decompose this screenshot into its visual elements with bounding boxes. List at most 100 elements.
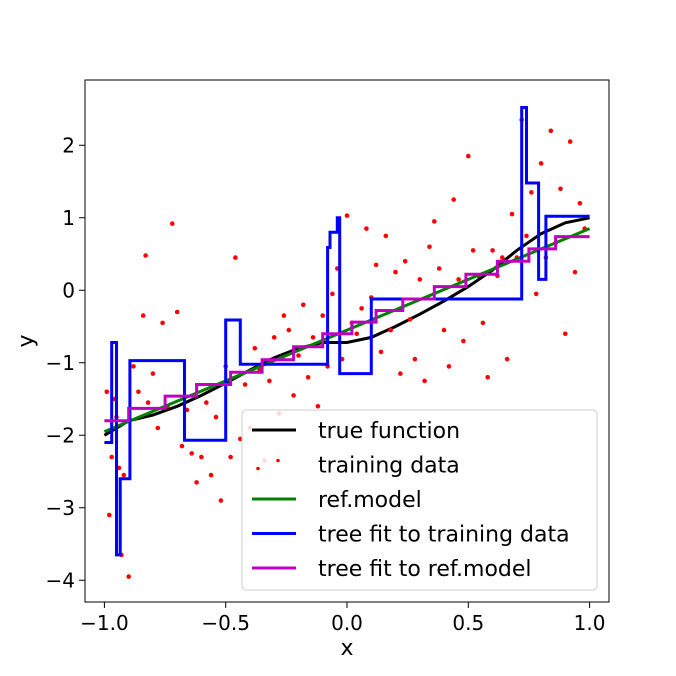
data-point (402, 259, 408, 264)
data-point (305, 375, 311, 380)
x-axis-label: x (340, 636, 353, 661)
data-point (174, 309, 180, 315)
legend-box (241, 409, 598, 591)
series-layer (103, 106, 591, 579)
y-tick-label: −3 (46, 496, 75, 520)
data-point (364, 226, 369, 231)
x-tick-label: 0.5 (452, 611, 484, 635)
data-point (228, 454, 233, 460)
y-tick-label: 0 (62, 278, 75, 302)
data-point (417, 277, 423, 282)
legend-label: tree fit to training data (318, 523, 570, 548)
legend-label: ref.model (318, 488, 422, 513)
data-point (383, 233, 389, 239)
data-point (310, 335, 316, 340)
data-point (393, 269, 398, 275)
legend-marker (256, 466, 260, 471)
data-point (412, 356, 418, 362)
data-point (572, 269, 578, 275)
data-point (436, 266, 442, 271)
data-point (194, 480, 199, 485)
legend-entry: true function (252, 419, 460, 444)
data-point (538, 161, 544, 166)
x-tick-label: −1.0 (80, 611, 129, 635)
data-point (155, 425, 161, 431)
legend-label: tree fit to ref.model (318, 557, 532, 582)
data-point (218, 498, 224, 503)
data-point (466, 153, 471, 159)
data-point (490, 248, 495, 253)
series-line-3 (104, 106, 590, 557)
data-point (238, 436, 243, 442)
data-point (242, 382, 248, 387)
data-point (378, 349, 384, 355)
x-tick-label: −0.5 (201, 611, 250, 635)
data-point (577, 201, 583, 206)
data-point (344, 213, 350, 218)
data-point (446, 364, 452, 369)
axes-ticks: −1.0 −0.5 0.0 0.5 1.0 −4 −3 −2 −1 0 1 2 (46, 133, 606, 635)
x-tick-label: 1.0 (574, 611, 606, 635)
y-tick-label: −2 (46, 423, 75, 447)
data-point (354, 331, 360, 337)
data-point (291, 393, 296, 398)
series-training-data (104, 117, 587, 579)
data-point (104, 389, 110, 395)
series-line-4 (104, 235, 590, 423)
data-point (504, 356, 510, 362)
data-point (563, 331, 568, 337)
y-tick-label: −4 (46, 568, 75, 592)
data-point (145, 400, 151, 405)
y-tick-label: −1 (46, 351, 75, 375)
data-point (179, 443, 185, 449)
data-point (150, 371, 156, 376)
legend-label: training data (318, 454, 460, 479)
data-point (359, 306, 364, 311)
legend-label: true function (318, 419, 460, 444)
data-point (422, 378, 427, 384)
data-point (204, 400, 209, 405)
data-point (136, 389, 141, 395)
y-tick-label: 1 (62, 206, 75, 230)
data-point (461, 338, 466, 344)
y-axis-label: y (14, 334, 39, 347)
data-point (330, 291, 335, 297)
data-point (388, 327, 394, 333)
data-point (160, 320, 165, 326)
data-point (208, 472, 214, 478)
data-point (533, 291, 539, 297)
data-point (131, 364, 136, 369)
data-point (296, 353, 301, 358)
y-tick-label: 2 (62, 133, 75, 157)
legend-entry: tree fit to ref.model (252, 557, 532, 582)
data-point (267, 378, 272, 384)
data-point (567, 139, 573, 144)
data-point (480, 320, 486, 326)
data-point (252, 346, 258, 351)
data-point (281, 313, 287, 318)
x-tick-label: 0.0 (331, 611, 363, 635)
data-point (320, 313, 326, 318)
data-point (456, 277, 461, 282)
data-point (121, 472, 127, 478)
legend-entry: tree fit to training data (252, 523, 570, 548)
data-point (432, 219, 437, 224)
data-point (524, 233, 529, 239)
data-point (407, 317, 413, 322)
legend-marker (276, 458, 280, 463)
data-point (427, 244, 432, 250)
data-point (233, 255, 238, 260)
data-point (500, 255, 505, 260)
data-point (315, 404, 321, 409)
data-point (170, 221, 175, 226)
data-point (271, 335, 277, 340)
data-point (509, 211, 515, 217)
data-point (485, 375, 491, 380)
legend-entry: ref.model (252, 488, 422, 513)
data-point (143, 253, 148, 258)
data-point (398, 371, 403, 376)
data-point (451, 197, 457, 202)
data-point (470, 248, 476, 253)
data-point (529, 190, 534, 195)
